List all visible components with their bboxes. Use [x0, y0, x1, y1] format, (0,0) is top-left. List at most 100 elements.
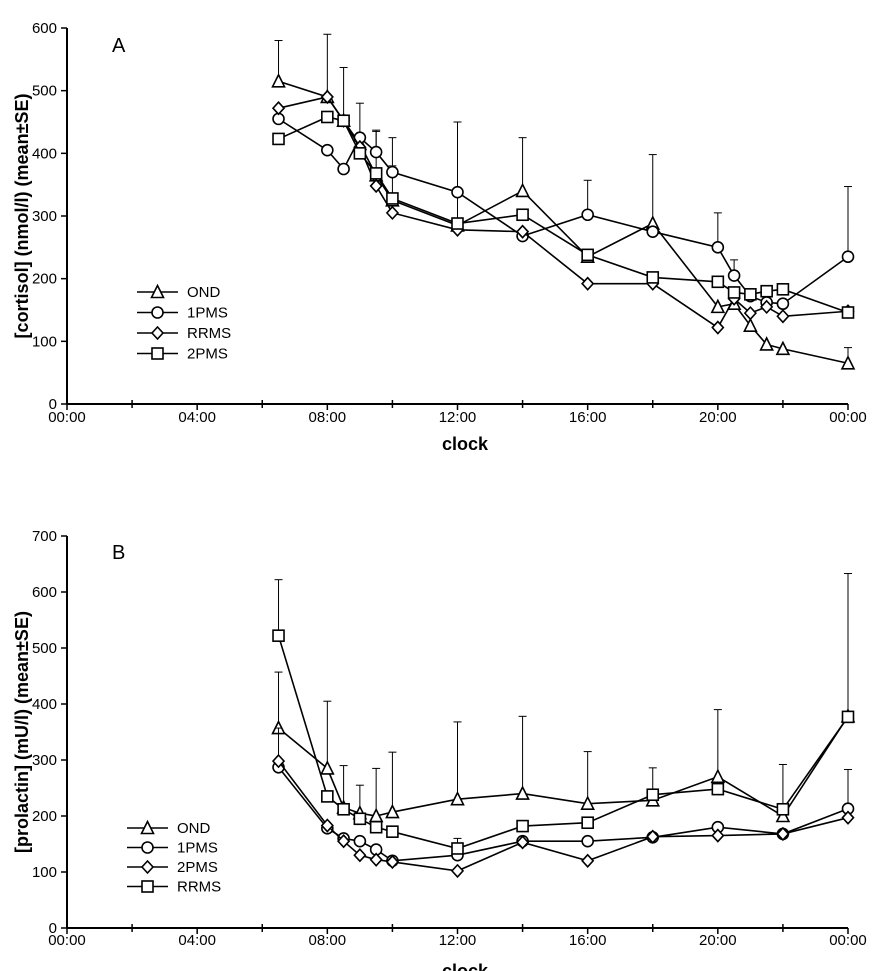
- x-axis-title: clock: [442, 434, 489, 454]
- data-point-square: [516, 819, 529, 833]
- data-point-triangle: [840, 354, 856, 370]
- data-point-square: [353, 147, 367, 160]
- legend-entry: 1PMS: [137, 305, 228, 322]
- x-tick-label: 08:00: [309, 932, 347, 949]
- y-tick-label: 700: [32, 528, 57, 545]
- legend-label: OND: [177, 820, 211, 837]
- x-axis-title: clock: [442, 961, 489, 971]
- x-tick-label: 04:00: [178, 932, 216, 949]
- data-point-square: [321, 790, 334, 803]
- data-point-diamond: [385, 854, 400, 870]
- legend-label: RRMS: [187, 325, 231, 342]
- y-tick-label: 100: [32, 864, 57, 881]
- data-point-diamond: [369, 852, 383, 867]
- data-point-triangle: [580, 795, 595, 810]
- x-tick-label: 16:00: [569, 932, 607, 949]
- data-point-square: [646, 271, 660, 284]
- x-tick-label: 20:00: [699, 409, 737, 426]
- series-line: [278, 80, 849, 365]
- data-point-diamond: [743, 305, 757, 321]
- series-ond: [271, 33, 856, 370]
- data-point-square: [841, 710, 855, 724]
- data-point-square: [337, 114, 350, 128]
- series-line: [278, 715, 849, 818]
- series-2pms: [272, 110, 855, 319]
- legend-marker-circle: [141, 841, 154, 854]
- data-point-square: [451, 842, 464, 855]
- panel-a-cortisol-chart: 0 100 200 300 400 500 600 00:00 04:00 08:00 12:00 1…: [12, 20, 867, 454]
- data-point-square: [516, 208, 529, 222]
- x-tick-label: 16:00: [569, 409, 607, 426]
- data-point-circle: [646, 225, 660, 238]
- data-point-diamond: [776, 826, 790, 842]
- data-point-diamond: [320, 818, 334, 833]
- y-tick-label: 0: [49, 920, 57, 937]
- data-point-square: [451, 217, 464, 230]
- data-point-circle: [386, 165, 399, 179]
- legend-marker-square: [141, 880, 154, 893]
- data-point-circle: [353, 834, 367, 848]
- legend-entry: 1PMS: [127, 840, 218, 857]
- x-tick-label: 00:00: [48, 932, 86, 949]
- data-point-circle: [337, 162, 350, 176]
- data-point-square: [369, 167, 383, 180]
- data-point-triangle: [710, 768, 726, 784]
- data-point-diamond: [515, 224, 530, 239]
- data-point-triangle: [710, 298, 726, 314]
- legend-label: OND: [187, 284, 221, 301]
- x-tick-label: 00:00: [829, 409, 867, 426]
- x-tick-label: 20:00: [699, 932, 737, 949]
- data-point-diamond: [760, 299, 774, 315]
- legend: OND 1PMS 2PMS RRMS: [127, 819, 221, 896]
- series-line: [278, 96, 849, 329]
- x-tick-label: 00:00: [829, 932, 867, 949]
- y-tick-label: 200: [32, 808, 57, 825]
- data-point-circle: [776, 297, 790, 311]
- series-2pms: [271, 753, 855, 879]
- data-point-circle: [711, 241, 725, 254]
- panel-letter: B: [112, 542, 125, 564]
- data-point-circle: [581, 834, 594, 848]
- data-point-diamond: [776, 309, 790, 324]
- x-tick-label: 04:00: [178, 409, 216, 426]
- legend-marker-triangle: [150, 283, 165, 299]
- data-point-diamond: [515, 835, 530, 850]
- data-point-diamond: [369, 178, 383, 194]
- data-point-diamond: [385, 205, 400, 221]
- series-rrms: [272, 579, 855, 855]
- y-axis-title: [cortisol] (nmol/l) (mean±SE): [12, 94, 32, 339]
- legend-label: 2PMS: [187, 346, 228, 363]
- panel-b-prolactin-chart: 0 100 200 300 400 500 600 700 00:00 04:00 08:00 12:…: [12, 528, 867, 971]
- x-tick-label: 08:00: [309, 409, 347, 426]
- data-point-square: [386, 825, 399, 838]
- legend-entry: OND: [137, 283, 221, 301]
- data-point-diamond: [711, 828, 725, 843]
- series-line: [278, 116, 849, 314]
- x-tick-label: 12:00: [439, 409, 477, 426]
- data-point-diamond: [450, 863, 465, 879]
- data-point-triangle: [385, 803, 400, 819]
- data-point-triangle: [515, 182, 530, 198]
- data-point-square: [337, 802, 350, 816]
- data-point-square: [711, 275, 725, 289]
- legend-entry: 2PMS: [127, 859, 218, 876]
- data-point-square: [744, 288, 757, 301]
- data-point-square: [760, 284, 773, 298]
- data-point-diamond: [581, 853, 595, 868]
- y-tick-label: 200: [32, 271, 57, 288]
- data-point-diamond: [841, 810, 855, 825]
- data-point-diamond: [320, 89, 334, 105]
- legend-marker-diamond: [150, 325, 165, 341]
- data-point-square: [272, 629, 285, 642]
- data-point-square: [321, 110, 334, 124]
- data-point-circle: [581, 208, 594, 222]
- data-point-square: [841, 306, 855, 319]
- data-point-circle: [727, 269, 741, 282]
- data-point-triangle: [775, 340, 791, 356]
- x-tick-label: 12:00: [439, 932, 477, 949]
- data-point-circle: [841, 250, 855, 264]
- legend-label: 1PMS: [177, 840, 218, 857]
- legend-marker-diamond: [140, 859, 155, 875]
- y-axis-title: [prolactin] (mU/l) (mean±SE): [12, 611, 32, 853]
- y-tick-label: 400: [32, 145, 57, 162]
